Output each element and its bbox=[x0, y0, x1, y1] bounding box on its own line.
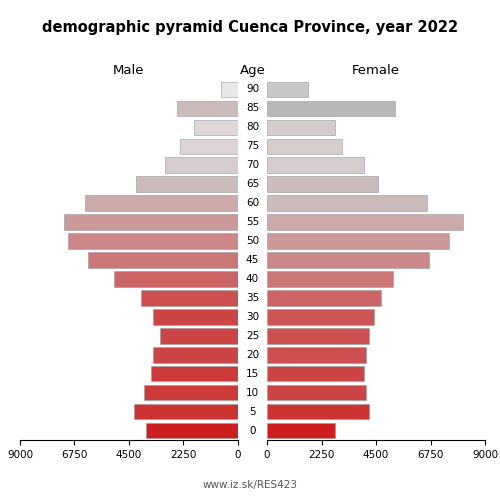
Text: 15: 15 bbox=[246, 368, 259, 378]
Bar bbox=[194, 120, 238, 135]
Text: 55: 55 bbox=[246, 217, 259, 227]
Text: 35: 35 bbox=[246, 293, 259, 303]
Bar bbox=[86, 196, 238, 211]
Bar bbox=[267, 100, 396, 116]
Bar bbox=[267, 347, 366, 362]
Bar bbox=[267, 158, 364, 173]
Bar bbox=[267, 366, 364, 382]
Text: 25: 25 bbox=[246, 331, 259, 341]
Bar bbox=[160, 328, 238, 344]
Bar bbox=[267, 214, 463, 230]
Text: 30: 30 bbox=[246, 312, 259, 322]
Bar bbox=[144, 385, 238, 400]
Text: 5: 5 bbox=[249, 406, 256, 416]
Text: demographic pyramid Cuenca Province, year 2022: demographic pyramid Cuenca Province, yea… bbox=[42, 20, 458, 35]
Bar bbox=[178, 100, 238, 116]
Bar bbox=[267, 176, 378, 192]
Bar bbox=[267, 404, 369, 419]
Bar bbox=[267, 271, 393, 286]
Text: 70: 70 bbox=[246, 160, 259, 170]
Text: 10: 10 bbox=[246, 388, 259, 398]
Bar bbox=[267, 234, 448, 249]
Text: 65: 65 bbox=[246, 179, 259, 189]
Bar bbox=[134, 404, 238, 419]
Bar bbox=[146, 423, 238, 438]
Bar bbox=[151, 366, 238, 382]
Bar bbox=[166, 158, 238, 173]
Text: 80: 80 bbox=[246, 122, 259, 132]
Bar bbox=[153, 309, 238, 324]
Bar bbox=[267, 290, 381, 306]
Bar bbox=[153, 347, 238, 362]
Bar bbox=[267, 120, 335, 135]
Text: 45: 45 bbox=[246, 255, 259, 265]
Text: 40: 40 bbox=[246, 274, 259, 284]
Text: 0: 0 bbox=[249, 426, 256, 436]
Text: 20: 20 bbox=[246, 350, 259, 360]
Bar bbox=[68, 234, 238, 249]
Bar bbox=[180, 138, 238, 154]
Bar bbox=[141, 290, 238, 306]
Title: Age: Age bbox=[240, 64, 266, 78]
Bar bbox=[267, 385, 366, 400]
Title: Male: Male bbox=[113, 64, 144, 78]
Text: 50: 50 bbox=[246, 236, 259, 246]
Bar bbox=[114, 271, 238, 286]
Bar bbox=[267, 328, 369, 344]
Text: 60: 60 bbox=[246, 198, 259, 208]
Text: www.iz.sk/RES423: www.iz.sk/RES423 bbox=[202, 480, 298, 490]
Bar bbox=[88, 252, 238, 268]
Title: Female: Female bbox=[352, 64, 400, 78]
Bar bbox=[267, 252, 430, 268]
Bar bbox=[267, 138, 342, 154]
Bar bbox=[221, 82, 238, 97]
Text: 75: 75 bbox=[246, 142, 259, 152]
Bar bbox=[267, 82, 308, 97]
Bar bbox=[64, 214, 238, 230]
Text: 85: 85 bbox=[246, 104, 259, 114]
Text: 90: 90 bbox=[246, 84, 259, 94]
Bar bbox=[267, 423, 335, 438]
Bar bbox=[267, 196, 427, 211]
Bar bbox=[136, 176, 238, 192]
Bar bbox=[267, 309, 374, 324]
